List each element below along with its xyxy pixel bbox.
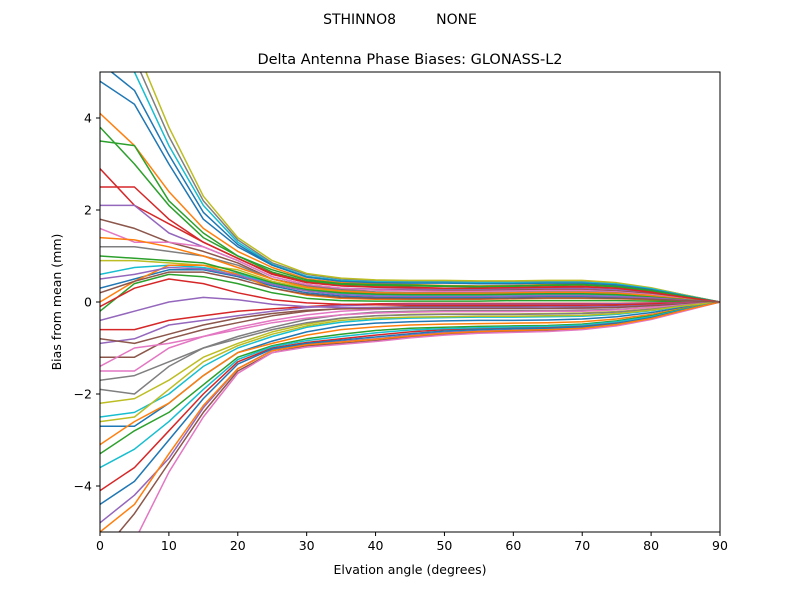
series-line-15 [100,301,720,345]
x-tick-label: 40 [368,538,384,553]
figure-suptitle: STHINNO8 NONE [323,12,477,28]
x-tick-label: 50 [436,538,452,553]
x-tick-label: 80 [643,538,659,553]
x-axis-ticks: 0 10 20 30 40 50 60 70 80 90 [96,532,728,553]
y-axis-ticks: −4 −2 0 2 4 [74,111,100,494]
series-line-27 [138,301,720,532]
series-layer [100,72,720,532]
series-line-20 [100,301,720,418]
series-line-36 [100,301,720,345]
y-tick-label: 4 [84,111,92,126]
series-line-38 [100,301,720,381]
series-line-30 [133,72,720,303]
series-line-40 [100,301,720,469]
series-line-46 [100,271,720,303]
series-line-33 [100,255,720,303]
series-line-43 [100,126,720,303]
series-line-35 [100,296,720,322]
x-tick-label: 10 [161,538,177,553]
y-tick-label: −2 [74,387,92,402]
x-tick-label: 90 [712,538,728,553]
series-line-41 [100,301,720,506]
x-tick-label: 60 [505,538,521,553]
series-line-23 [100,301,720,455]
series-line-13 [100,273,720,312]
series-line-10 [100,264,720,303]
series-line-32 [100,236,720,303]
series-line-11 [100,269,720,303]
series-line-42 [100,301,720,532]
series-line-34 [100,278,720,308]
y-tick-label: −4 [74,479,92,494]
series-line-39 [100,301,720,423]
x-tick-label: 30 [299,538,315,553]
y-axis-label: Bias from mean (mm) [49,234,64,371]
x-tick-label: 70 [574,538,590,553]
series-line-37 [100,301,720,368]
x-tick-label: 20 [230,538,246,553]
series-line-29 [145,72,720,303]
x-tick-label: 0 [96,538,104,553]
y-tick-label: 0 [84,295,92,310]
series-line-24 [100,301,720,492]
x-axis-label: Elvation angle (degrees) [333,562,486,577]
series-line-31 [110,72,720,303]
y-tick-label: 2 [84,203,92,218]
series-line-22 [100,301,720,446]
chart-title: Delta Antenna Phase Biases: GLONASS-L2 [257,52,562,68]
series-line-45 [100,266,720,303]
series-line-7 [100,227,720,303]
series-line-44 [100,186,720,303]
